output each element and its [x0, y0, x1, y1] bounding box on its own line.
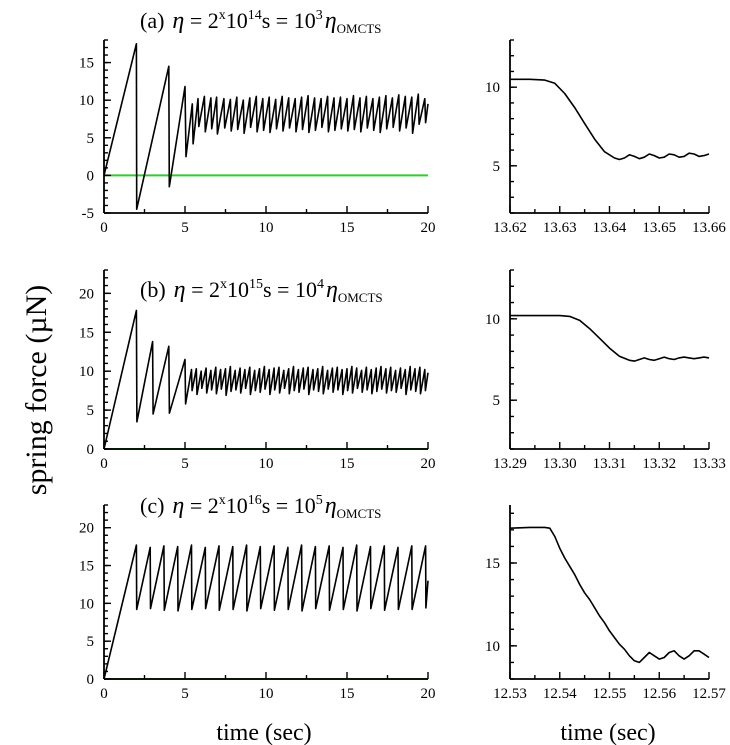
- x-tick-label: 13.66: [692, 220, 726, 236]
- x-tick-label: 5: [181, 456, 189, 472]
- x-tick-label: 15: [340, 220, 355, 236]
- y-tick-label: 5: [87, 131, 95, 147]
- x-tick-label: 20: [421, 220, 436, 236]
- x-tick-label: 12.56: [642, 686, 676, 702]
- x-tick-label: 12.57: [692, 686, 726, 702]
- y-tick-label: 15: [79, 325, 94, 341]
- y-tick-label: 5: [87, 403, 95, 419]
- x-tick-label: 13.29: [493, 456, 527, 472]
- x-tick-label: 10: [259, 456, 274, 472]
- x-tick-label: 0: [100, 456, 108, 472]
- x-tick-label: 13.31: [593, 456, 627, 472]
- y-tick-label: 15: [79, 559, 94, 575]
- x-tick-label: 13.32: [642, 456, 676, 472]
- x-tick-label: 12.55: [593, 686, 627, 702]
- x-tick-label: 15: [340, 456, 355, 472]
- x-axis-label-right: time (sec): [560, 720, 655, 745]
- y-tick-label: 5: [493, 393, 501, 409]
- panel-c-title: (c) η = 2x1016s = 105ηOMCTS: [140, 493, 381, 521]
- force-trace-line: [103, 42, 429, 210]
- panel-b-title: (b) η = 2x1015s = 104ηOMCTS: [140, 277, 383, 305]
- force-trace-line: [509, 526, 710, 664]
- y-tick-label: 10: [79, 364, 94, 380]
- x-tick-label: 0: [100, 686, 108, 702]
- y-tick-label: 15: [485, 556, 500, 572]
- y-tick-label: 10: [485, 639, 500, 655]
- y-tick-label: 5: [87, 634, 95, 650]
- y-tick-label: 0: [87, 168, 95, 184]
- x-tick-label: 10: [259, 220, 274, 236]
- x-tick-label: 5: [181, 220, 189, 236]
- y-tick-label: -5: [82, 206, 95, 222]
- panel-b-zoom-trace: 13.29 13.30 13.31 13.32 13.33 5 10: [485, 269, 726, 472]
- y-tick-label: 10: [485, 312, 500, 328]
- panel-a-zoom-trace: 13.62 13.63 13.64 13.65 13.66 5 10: [485, 39, 726, 236]
- y-tick-label: 0: [87, 442, 95, 458]
- panel-c-full-trace: 0 5 10 15 20 0 5 10 15 20: [79, 504, 436, 702]
- x-tick-label: 10: [259, 686, 274, 702]
- y-tick-label: 15: [79, 56, 94, 72]
- force-trace-line: [510, 78, 710, 161]
- force-trace-line: [103, 544, 429, 680]
- svg-text:(b)η = 2x1015s = 104ηOMCTS: (b) η = 2x1015s = 104ηOMCTS: [140, 277, 383, 305]
- force-trace-line: [510, 314, 710, 362]
- force-trace-line: [103, 309, 429, 450]
- x-tick-label: 15: [340, 686, 355, 702]
- x-axis-label-left: time (sec): [216, 720, 311, 745]
- x-tick-label: 13.64: [593, 220, 627, 236]
- y-axis-label: spring force (µN): [20, 285, 53, 496]
- x-tick-label: 5: [181, 686, 189, 702]
- y-tick-label: 20: [79, 286, 94, 302]
- x-tick-label: 0: [100, 220, 108, 236]
- x-tick-label: 12.54: [543, 686, 577, 702]
- panel-a-full-trace: 0 5 10 15 20 -5 0 5 10 15: [79, 39, 436, 236]
- panel-c-zoom-trace: 12.53 12.54 12.55 12.56 12.57 10 15: [485, 505, 726, 702]
- x-tick-label: 13.62: [493, 220, 527, 236]
- y-tick-label: 10: [79, 596, 94, 612]
- y-tick-label: 10: [485, 80, 500, 96]
- x-tick-label: 12.53: [493, 686, 527, 702]
- y-tick-label: 0: [87, 672, 95, 688]
- x-tick-label: 13.33: [692, 456, 726, 472]
- svg-text:(a)η = 2x1014s = 103ηOMCTS: (a) η = 2x1014s = 103ηOMCTS: [140, 8, 381, 36]
- y-tick-label: 10: [79, 93, 94, 109]
- svg-text:(c)η = 2x1016s = 105ηOMCTS: (c) η = 2x1016s = 105ηOMCTS: [140, 493, 381, 521]
- x-tick-label: 13.65: [642, 220, 676, 236]
- y-tick-label: 20: [79, 521, 94, 537]
- x-tick-label: 13.30: [543, 456, 577, 472]
- y-tick-label: 5: [493, 159, 501, 175]
- panel-b-full-trace: 0 5 10 15 20 0 5 10 15 20: [79, 269, 436, 472]
- x-tick-label: 20: [421, 456, 436, 472]
- x-tick-label: 20: [421, 686, 436, 702]
- panel-a-title: (a) η = 2x1014s = 103ηOMCTS: [140, 8, 381, 36]
- x-tick-label: 13.63: [543, 220, 577, 236]
